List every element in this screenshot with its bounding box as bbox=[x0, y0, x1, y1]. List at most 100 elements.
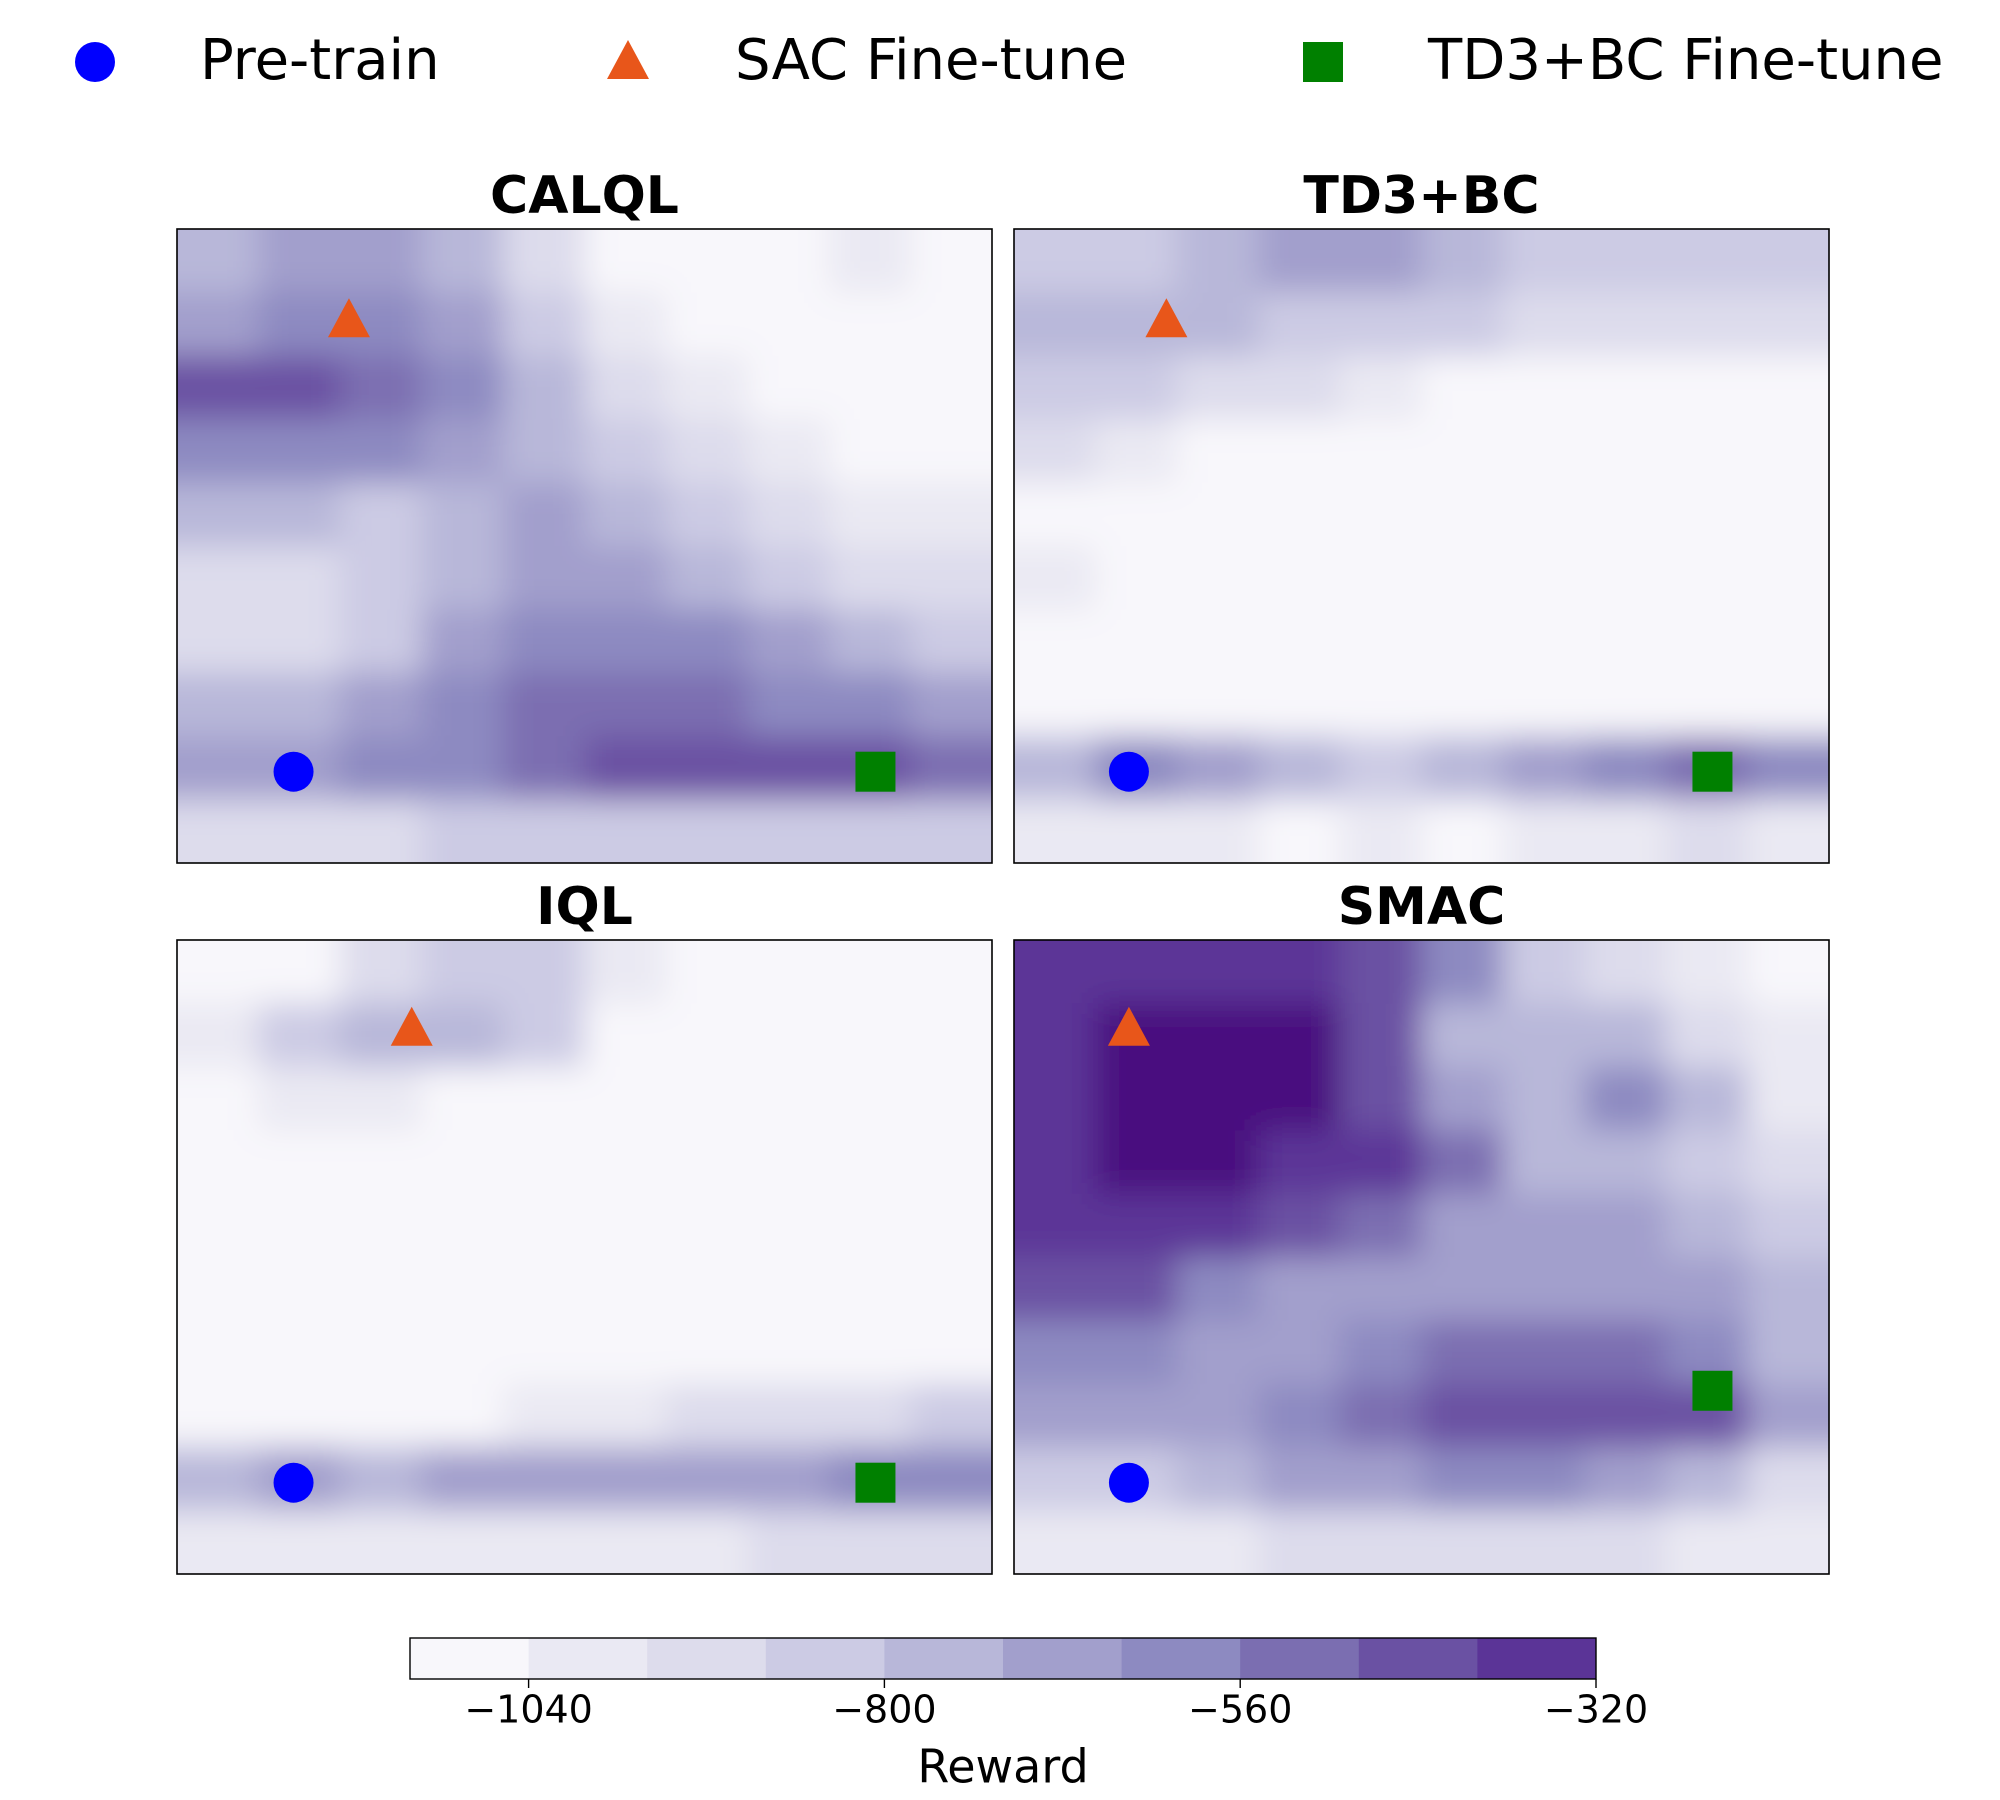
contour-cell bbox=[1177, 736, 1260, 801]
contour-cell bbox=[177, 292, 260, 357]
contour-cell bbox=[1258, 799, 1341, 863]
contour-cell bbox=[829, 1193, 912, 1258]
contour-cell bbox=[1258, 482, 1341, 547]
contour-cell bbox=[421, 1193, 504, 1258]
contour-cell bbox=[1666, 799, 1749, 863]
contour-cell bbox=[177, 1066, 260, 1132]
marker-circle bbox=[1108, 751, 1149, 792]
contour-cell bbox=[1095, 1510, 1178, 1574]
contour-cell bbox=[1666, 672, 1749, 738]
contour-cell bbox=[666, 1320, 749, 1385]
colorbar-band bbox=[410, 1638, 530, 1679]
contour-cell bbox=[1014, 482, 1097, 547]
contour-cell bbox=[1095, 355, 1178, 421]
contour-cell bbox=[1014, 1193, 1097, 1258]
contour-cell bbox=[503, 736, 586, 801]
contour-cell bbox=[1666, 1447, 1749, 1512]
contour-cell bbox=[666, 419, 749, 484]
contour-cell bbox=[1666, 1066, 1749, 1132]
contour-cell bbox=[666, 1383, 749, 1449]
legend-label: TD3+BC Fine-tune bbox=[1427, 28, 1943, 93]
contour-cell bbox=[1014, 1066, 1097, 1132]
contour-cell bbox=[1584, 1320, 1667, 1385]
contour-cell bbox=[1258, 229, 1341, 294]
contour-cell bbox=[503, 1003, 586, 1068]
contour-cell bbox=[747, 1510, 830, 1574]
contour-cell bbox=[910, 1130, 992, 1195]
contour-cell bbox=[1666, 1510, 1749, 1574]
contour-cell bbox=[1014, 1130, 1097, 1195]
contour-cell bbox=[1177, 1003, 1260, 1068]
contour-cell bbox=[584, 546, 667, 611]
colorbar-band bbox=[528, 1638, 648, 1679]
contour-cell bbox=[1095, 940, 1178, 1005]
contour-cell bbox=[1258, 1193, 1341, 1258]
contour-cell bbox=[177, 1130, 260, 1195]
contour-cell bbox=[258, 1130, 341, 1195]
contour-cell bbox=[1421, 672, 1504, 738]
contour-cell bbox=[584, 1447, 667, 1512]
contour-cell bbox=[666, 940, 749, 1005]
contour-cell bbox=[1177, 799, 1260, 863]
contour-cell bbox=[1340, 940, 1423, 1005]
contour-cell bbox=[1421, 609, 1504, 674]
contour-cell bbox=[1747, 1383, 1829, 1449]
contour-cell bbox=[584, 672, 667, 738]
contour-cell bbox=[421, 1510, 504, 1574]
contour-cell bbox=[584, 229, 667, 294]
contour-cell bbox=[421, 1257, 504, 1322]
contour-cell bbox=[340, 1130, 423, 1195]
contour-cell bbox=[340, 419, 423, 484]
contour-cell bbox=[747, 1383, 830, 1449]
contour-cell bbox=[258, 1003, 341, 1068]
contour-cell bbox=[584, 736, 667, 801]
contour-cell bbox=[1584, 546, 1667, 611]
contour-cell bbox=[1014, 1447, 1097, 1512]
contour-cell bbox=[1421, 355, 1504, 421]
contour-cell bbox=[421, 1066, 504, 1132]
contour-cell bbox=[1421, 1003, 1504, 1068]
contour-cell bbox=[1503, 1320, 1586, 1385]
contour-cell bbox=[177, 546, 260, 611]
contour-cell bbox=[1503, 736, 1586, 801]
contour-cell bbox=[1747, 672, 1829, 738]
contour-cell bbox=[1177, 1383, 1260, 1449]
contour-cell bbox=[829, 1130, 912, 1195]
contour-cell bbox=[1095, 1320, 1178, 1385]
contour-cell bbox=[1503, 1130, 1586, 1195]
contour-cell bbox=[584, 1130, 667, 1195]
contour-cell bbox=[340, 672, 423, 738]
contour-cell bbox=[829, 482, 912, 547]
contour-cell bbox=[1014, 940, 1097, 1005]
contour-cell bbox=[584, 1193, 667, 1258]
contour-cell bbox=[666, 1130, 749, 1195]
contour-cell bbox=[1177, 1510, 1260, 1574]
contour-cell bbox=[1177, 1193, 1260, 1258]
contour-cell bbox=[421, 355, 504, 421]
contour-cell bbox=[1014, 355, 1097, 421]
colorbar-band bbox=[1358, 1638, 1478, 1679]
contour-cell bbox=[1584, 1383, 1667, 1449]
contour-cell bbox=[340, 1066, 423, 1132]
contour-cell bbox=[340, 1383, 423, 1449]
contour-cell bbox=[1503, 609, 1586, 674]
contour-cell bbox=[1421, 1257, 1504, 1322]
contour-cell bbox=[1177, 940, 1260, 1005]
contour-area bbox=[177, 940, 992, 1574]
contour-cell bbox=[1340, 292, 1423, 357]
contour-cell bbox=[1258, 355, 1341, 421]
contour-cell bbox=[1340, 419, 1423, 484]
contour-cell bbox=[829, 546, 912, 611]
contour-cell bbox=[910, 1003, 992, 1068]
contour-cell bbox=[1584, 355, 1667, 421]
contour-cell bbox=[747, 609, 830, 674]
contour-cell bbox=[340, 482, 423, 547]
contour-cell bbox=[421, 1130, 504, 1195]
contour-cell bbox=[1503, 1066, 1586, 1132]
contour-cell bbox=[1421, 1383, 1504, 1449]
contour-cell bbox=[1666, 229, 1749, 294]
contour-cell bbox=[584, 940, 667, 1005]
contour-cell bbox=[829, 1066, 912, 1132]
contour-cell bbox=[1584, 419, 1667, 484]
contour-cell bbox=[666, 1193, 749, 1258]
